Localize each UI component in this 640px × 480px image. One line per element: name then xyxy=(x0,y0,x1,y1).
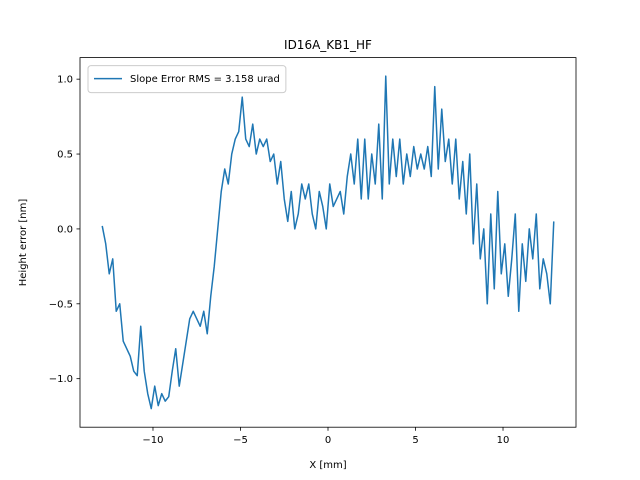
legend: Slope Error RMS = 3.158 urad xyxy=(87,65,287,94)
y-tick-label: 1.0 xyxy=(57,75,73,86)
legend-label: Slope Error RMS = 3.158 urad xyxy=(130,74,280,85)
x-tick-label: 0 xyxy=(325,435,331,446)
x-tick-label: 5 xyxy=(412,435,418,446)
data-line xyxy=(101,75,555,410)
plot-frame xyxy=(79,57,577,428)
x-tick-label: −10 xyxy=(142,435,163,446)
y-tick-label: 0.0 xyxy=(57,224,73,235)
y-axis-label: Height error [nm] xyxy=(18,199,29,287)
chart-title: ID16A_KB1_HF xyxy=(284,38,372,52)
y-tick-label: −0.5 xyxy=(49,299,73,310)
y-tick-label: −1.0 xyxy=(49,374,73,385)
x-tick-label: −5 xyxy=(233,435,248,446)
y-tick-label: 0.5 xyxy=(57,150,73,161)
x-tick-label: 10 xyxy=(497,435,510,446)
x-axis-label: X [mm] xyxy=(309,460,346,471)
legend-box xyxy=(87,65,287,94)
